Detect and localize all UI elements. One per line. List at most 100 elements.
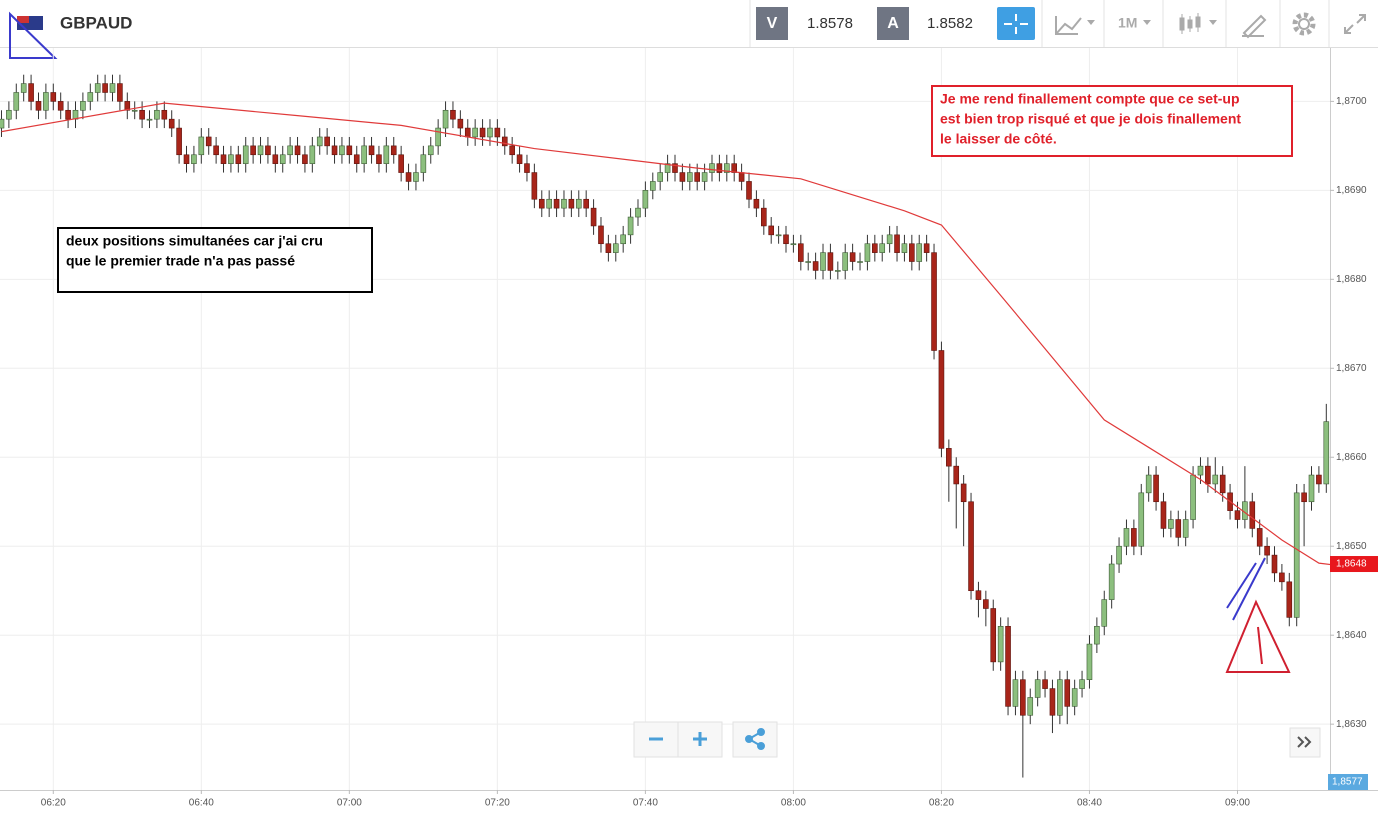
candle-body: [43, 92, 49, 111]
candle-body: [0, 118, 5, 129]
candles-button[interactable]: [1179, 13, 1201, 34]
annotation-text: que le premier trade n'a pas passé: [66, 253, 295, 269]
candle-body: [983, 599, 989, 609]
candle-body: [1071, 688, 1078, 707]
candle-body: [1012, 679, 1019, 707]
candle-body: [864, 243, 871, 262]
sell-button[interactable]: [756, 7, 788, 40]
candle-body: [316, 136, 323, 147]
annotation-text: Je me rend finallement compte que ce set…: [940, 91, 1240, 107]
candle-body: [131, 109, 138, 112]
candle-body: [376, 154, 382, 164]
candle-body: [1256, 528, 1263, 547]
candle-body: [931, 252, 937, 351]
sell-price: 1.8578: [807, 15, 853, 32]
candle-body: [257, 145, 264, 156]
candle-body: [775, 234, 782, 237]
candle-body: [287, 145, 293, 156]
crosshair-button[interactable]: [997, 7, 1035, 40]
symbol: GBPAUD: [60, 13, 132, 32]
x-tick-label: 06:40: [189, 798, 214, 809]
annotation-text: deux positions simultanées car j'ai cru: [66, 233, 323, 249]
candle-body: [1138, 492, 1145, 547]
candle-body: [1264, 545, 1270, 556]
candle-body: [1197, 465, 1204, 476]
moving-average: [1, 102, 1334, 566]
share-icon: [745, 728, 765, 750]
candle-body: [183, 154, 190, 164]
candle-body: [368, 145, 375, 156]
candle-body: [1079, 679, 1085, 689]
candle-body: [191, 154, 197, 164]
candle-body: [1131, 528, 1137, 547]
candle-body: [94, 83, 101, 93]
candle-body: [339, 145, 345, 156]
candle-body: [524, 163, 530, 173]
warning-triangle: [1225, 599, 1291, 673]
candle-body: [731, 163, 738, 173]
candle-body: [176, 127, 182, 156]
candle-body: [820, 252, 826, 271]
scroll-right-button[interactable]: [1289, 727, 1321, 758]
candle-body: [1005, 625, 1011, 707]
zoom-in-button[interactable]: [693, 732, 707, 746]
candle-body: [472, 127, 478, 138]
candle-body: [923, 243, 930, 253]
fullscreen-button[interactable]: [1344, 14, 1366, 34]
candle-body: [235, 154, 242, 164]
candle-body: [990, 608, 997, 663]
candle-body: [768, 225, 775, 236]
candle-body: [1101, 599, 1108, 627]
buy-button[interactable]: [877, 7, 909, 40]
candle-body: [649, 181, 656, 191]
candle-body: [205, 136, 212, 147]
share-button[interactable]: [732, 721, 778, 758]
candle-body: [790, 243, 797, 246]
candle-body: [272, 154, 279, 164]
candle-body: [679, 172, 686, 182]
candle-body: [228, 154, 234, 164]
candle-body: [1108, 563, 1115, 600]
draw-button[interactable]: [1242, 14, 1267, 39]
y-tick-label: 1,8650: [1336, 541, 1367, 552]
candle-body: [168, 118, 175, 129]
y-tick-label: 1,8700: [1336, 96, 1367, 107]
candle-body: [1168, 519, 1174, 529]
candle-body: [783, 234, 789, 245]
settings-button[interactable]: [1292, 12, 1316, 36]
candle-body: [1153, 474, 1159, 503]
candle-body: [872, 243, 878, 253]
candle-body: [242, 145, 249, 164]
interval-button[interactable]: 1M: [1118, 15, 1137, 31]
candle-body: [1160, 501, 1167, 529]
candle-body: [331, 145, 338, 156]
candle-body: [102, 83, 108, 93]
crosshair-icon: [1004, 14, 1028, 34]
candle-body: [812, 261, 819, 271]
candle-body: [605, 243, 612, 253]
cursor-price-box: [1328, 774, 1368, 790]
candle-body: [139, 109, 145, 120]
candle-body: [753, 198, 760, 209]
candle-body: [413, 172, 419, 182]
candle-body: [531, 172, 538, 200]
candle-body: [909, 243, 915, 262]
candle-body: [1086, 643, 1093, 680]
candle-body: [916, 243, 923, 262]
chart-type-button[interactable]: [1055, 16, 1082, 35]
candle-body: [901, 243, 908, 253]
candle-body: [516, 154, 523, 164]
candle-body: [997, 625, 1004, 663]
candle-body: [590, 207, 597, 227]
candle-body: [879, 243, 886, 253]
y-tick-label: 1,8670: [1336, 363, 1367, 374]
candle-body: [117, 83, 123, 102]
candle-body: [664, 163, 671, 173]
candle-body: [442, 109, 449, 129]
x-tick-label: 09:00: [1225, 798, 1250, 809]
candle-body: [886, 234, 893, 245]
x-tick-label: 08:20: [929, 798, 954, 809]
annotation-box: [57, 227, 373, 293]
settings-icon: [1298, 18, 1310, 30]
buy-label: A: [887, 15, 899, 32]
